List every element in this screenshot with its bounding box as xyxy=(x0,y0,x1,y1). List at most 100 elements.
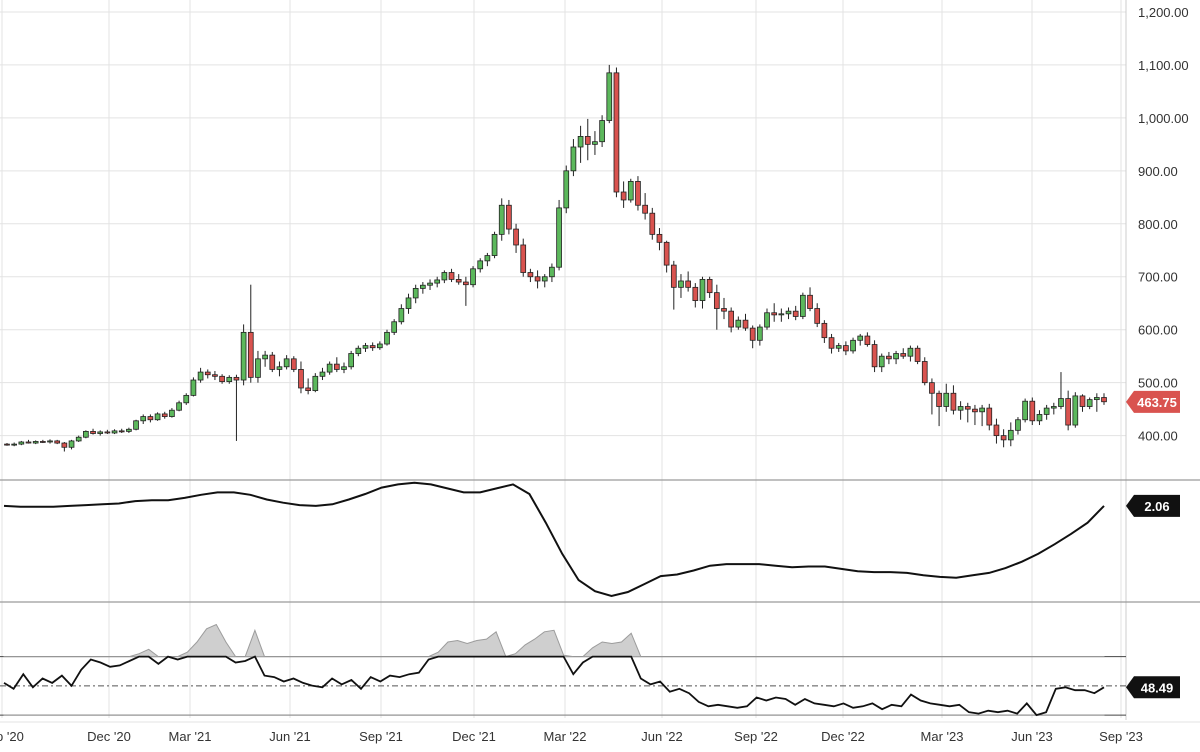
x-tick-label: Dec '22 xyxy=(821,729,865,744)
candle xyxy=(944,393,949,406)
candle xyxy=(1030,401,1035,421)
candle xyxy=(700,279,705,300)
candle xyxy=(1094,397,1099,399)
candle xyxy=(829,338,834,349)
candle xyxy=(485,256,490,261)
y-tick-label: 800.00 xyxy=(1138,217,1178,232)
candle xyxy=(463,282,468,285)
candle xyxy=(299,369,304,388)
candle xyxy=(98,432,103,434)
candle xyxy=(370,346,375,348)
candle xyxy=(320,372,325,376)
candle xyxy=(256,359,261,378)
candle xyxy=(600,121,605,142)
candle xyxy=(478,261,483,269)
candle xyxy=(169,410,174,416)
candle xyxy=(693,287,698,300)
candle xyxy=(564,171,569,208)
candle xyxy=(958,407,963,411)
candle xyxy=(471,269,476,285)
candle xyxy=(385,332,390,344)
indicator-1-panel xyxy=(4,483,1104,596)
x-tick-label: Mar '22 xyxy=(544,729,587,744)
x-tick-label: Sep '21 xyxy=(359,729,403,744)
candle xyxy=(686,281,691,287)
candle xyxy=(1087,400,1092,407)
candle xyxy=(929,383,934,394)
candle xyxy=(155,414,160,420)
candle xyxy=(549,267,554,277)
candle xyxy=(578,136,583,147)
candle xyxy=(26,442,31,443)
price-panel xyxy=(5,65,1107,452)
candle xyxy=(628,181,633,200)
candle xyxy=(843,346,848,351)
candle xyxy=(134,421,139,429)
candle xyxy=(535,277,540,281)
candle xyxy=(377,344,382,348)
candle xyxy=(607,73,612,121)
candle xyxy=(83,431,88,437)
candle xyxy=(291,359,296,370)
candle xyxy=(894,354,899,359)
x-tick-label: Jun '22 xyxy=(641,729,683,744)
candle xyxy=(514,229,519,245)
candle xyxy=(69,441,74,447)
candle xyxy=(234,377,239,380)
candle xyxy=(557,208,562,267)
candle xyxy=(248,332,253,377)
candle xyxy=(241,332,246,380)
candle xyxy=(621,192,626,200)
candle xyxy=(435,280,440,283)
candle xyxy=(542,277,547,281)
last-price-badge: 463.75 xyxy=(1126,391,1180,413)
grid-lines xyxy=(0,0,1200,722)
candle xyxy=(879,356,884,367)
candle xyxy=(657,234,662,242)
y-tick-label: 1,000.00 xyxy=(1138,111,1189,126)
candle xyxy=(76,437,81,441)
candle xyxy=(729,311,734,327)
candle xyxy=(492,234,497,255)
candle xyxy=(499,205,504,234)
candle xyxy=(356,348,361,353)
candle xyxy=(836,346,841,349)
candle xyxy=(1059,399,1064,407)
candle xyxy=(671,265,676,287)
candle xyxy=(865,336,870,344)
candle xyxy=(772,313,777,315)
candle xyxy=(413,288,418,298)
candle xyxy=(643,205,648,213)
candle xyxy=(650,213,655,234)
candle xyxy=(162,414,167,417)
candle xyxy=(112,431,117,433)
candle xyxy=(815,309,820,324)
candle xyxy=(19,442,24,444)
y-tick-label: 900.00 xyxy=(1138,164,1178,179)
candle xyxy=(571,147,576,171)
candle xyxy=(392,322,397,333)
candle xyxy=(227,377,232,381)
x-tick-label: Mar '23 xyxy=(921,729,964,744)
candle xyxy=(212,375,217,377)
x-tick-label: Mar '21 xyxy=(169,729,212,744)
candle xyxy=(858,336,863,340)
candle xyxy=(48,441,53,442)
candle xyxy=(714,293,719,309)
candle xyxy=(91,431,96,433)
candle xyxy=(148,417,153,420)
candle xyxy=(342,367,347,370)
y-tick-label: 500.00 xyxy=(1138,376,1178,391)
candle xyxy=(1051,407,1056,409)
candle xyxy=(757,327,762,340)
x-tick-label: Dec '20 xyxy=(87,729,131,744)
candle xyxy=(528,273,533,277)
candle xyxy=(521,245,526,273)
x-tick-label: Jun '21 xyxy=(269,729,311,744)
candle xyxy=(33,441,38,443)
candle xyxy=(750,328,755,340)
candle xyxy=(5,444,10,445)
candle xyxy=(506,205,511,229)
